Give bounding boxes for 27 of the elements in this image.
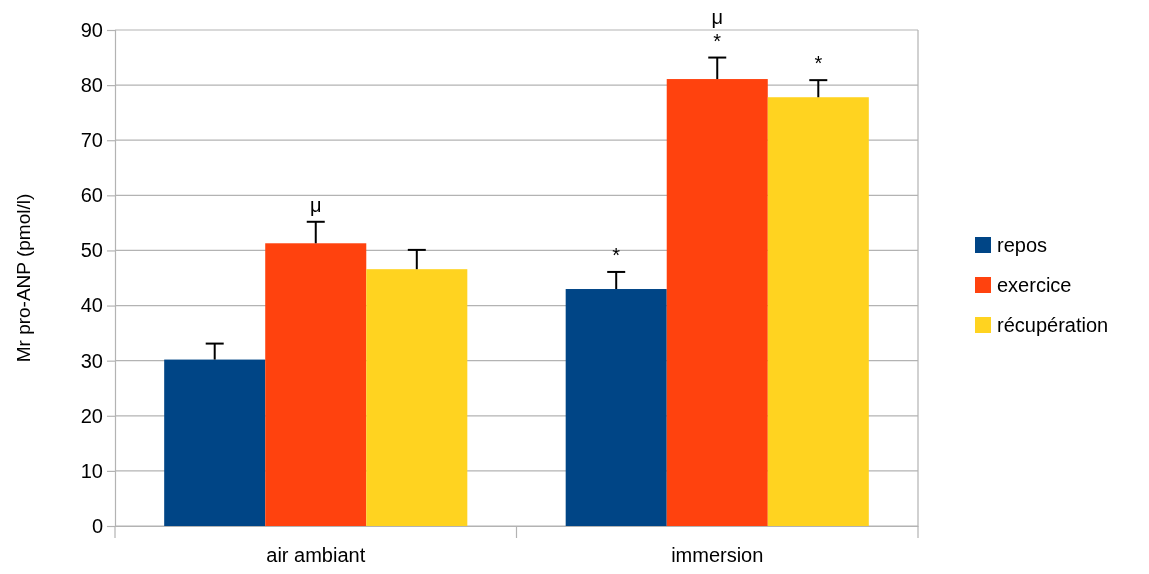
- legend-label: repos: [997, 234, 1048, 256]
- annotation: μ: [309, 193, 322, 216]
- annotation: *: [612, 243, 621, 266]
- y-tick-label: 30: [80, 349, 103, 372]
- y-tick-label: 10: [80, 459, 103, 482]
- x-tick-label: air ambiant: [266, 544, 366, 567]
- x-tick-label: immersion: [671, 544, 764, 567]
- annotation: *: [713, 29, 722, 52]
- bar: [265, 243, 367, 526]
- y-tick-label: 0: [91, 514, 103, 537]
- bar: [565, 289, 667, 526]
- y-axis-title: Mr pro-ANP (pmol/l): [13, 193, 34, 363]
- bar: [164, 359, 266, 526]
- y-tick-label: 20: [80, 404, 103, 427]
- annotation: *: [814, 52, 823, 75]
- legend-label: récupération: [997, 314, 1109, 336]
- annotation: μ: [711, 5, 724, 28]
- y-tick-label: 80: [80, 74, 103, 97]
- y-tick-label: 70: [80, 129, 103, 152]
- bar: [767, 97, 869, 526]
- bar: [366, 269, 468, 526]
- y-tick-label: 60: [80, 184, 103, 207]
- y-tick-label: 90: [80, 18, 103, 41]
- legend-label: exercice: [997, 274, 1072, 296]
- bar: [666, 79, 768, 526]
- y-tick-label: 40: [80, 294, 103, 317]
- y-tick-label: 50: [80, 239, 103, 262]
